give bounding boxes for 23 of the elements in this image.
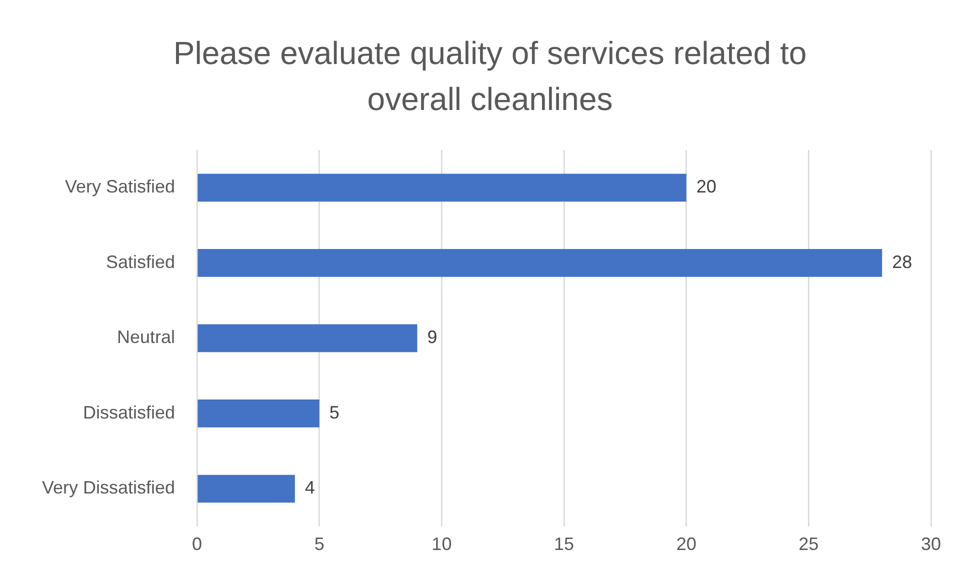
y-tick-label: Very Dissatisfied <box>42 478 176 498</box>
x-tick-label: 10 <box>432 534 452 554</box>
data-label: 9 <box>427 327 438 348</box>
x-tick-label: 20 <box>676 534 696 554</box>
y-tick-label: Satisfied <box>106 252 176 272</box>
bar <box>198 324 418 352</box>
x-tick-label: 0 <box>192 534 202 554</box>
x-tick-label: 30 <box>920 534 942 554</box>
bar <box>198 474 295 503</box>
data-label: 20 <box>696 176 716 197</box>
y-tick-label: Very Satisfied <box>64 176 176 197</box>
bar <box>198 400 320 428</box>
x-tick-label: 15 <box>554 534 574 554</box>
x-tick-label: 25 <box>798 534 819 554</box>
bar <box>198 248 882 277</box>
data-label: 28 <box>892 252 912 272</box>
data-label: 5 <box>329 402 340 422</box>
data-label: 4 <box>304 478 315 498</box>
y-tick-label: Neutral <box>117 327 176 348</box>
y-tick-label: Dissatisfied <box>83 402 176 422</box>
x-tick-label: 5 <box>314 534 324 554</box>
chart-title: Please evaluate quality of services related to overall cleanlines <box>172 34 808 119</box>
bar <box>198 174 686 202</box>
